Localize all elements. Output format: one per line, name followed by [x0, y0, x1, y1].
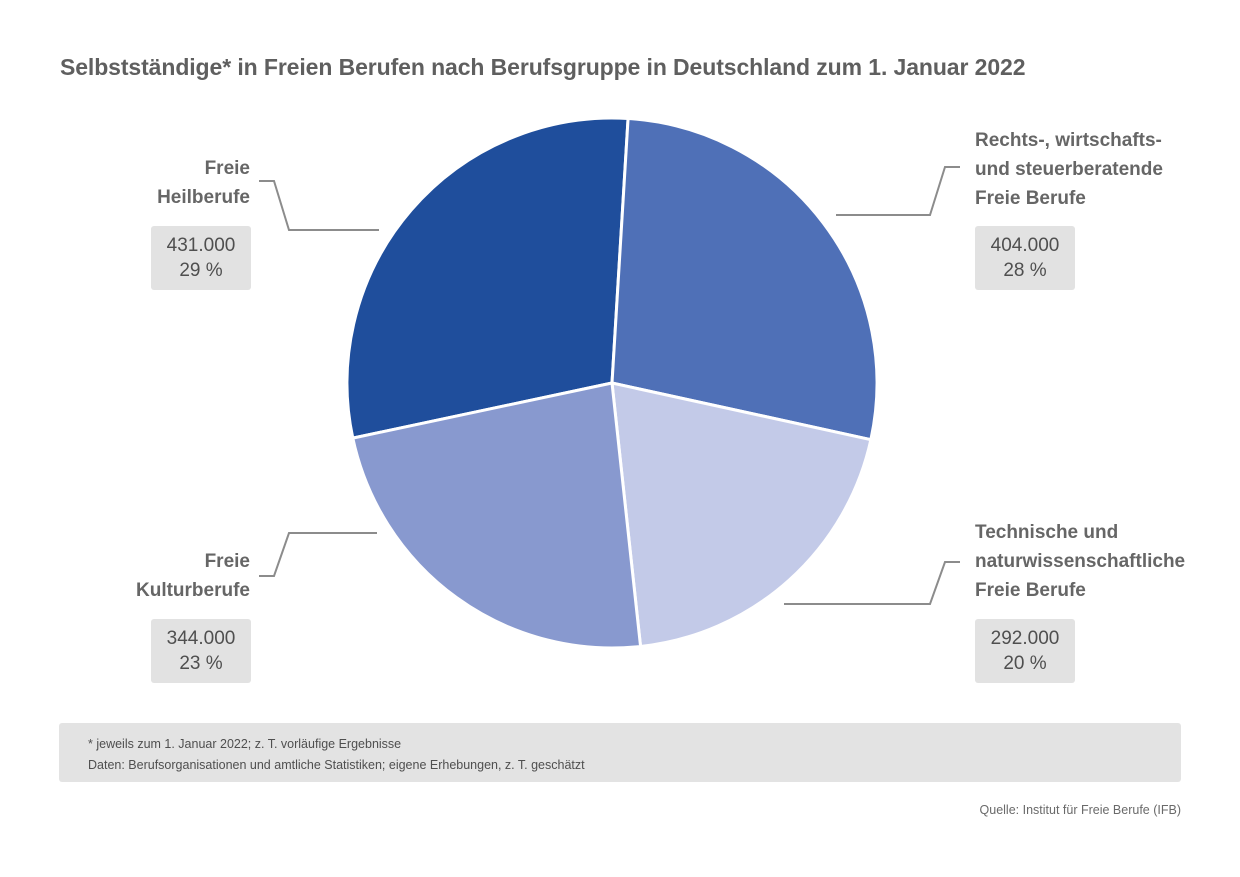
slice-label-line: Technische und — [975, 522, 1119, 543]
slice-percent: 28 % — [1003, 260, 1047, 281]
slice-label-line: Freie Berufe — [975, 188, 1086, 209]
leader-lines — [259, 166, 960, 605]
value-box-heilberufe: 431.000 29 % — [151, 226, 251, 290]
slice-label-technische: Technische und naturwissenschaftliche Fr… — [975, 518, 1185, 605]
footnote-line: Daten: Berufsorganisationen und amtliche… — [88, 758, 585, 772]
slice-label-line: Heilberufe — [157, 187, 250, 208]
slice-label-kultur: Freie Kulturberufe — [136, 547, 250, 605]
slice-label-line: Rechts-, wirtschafts- — [975, 130, 1162, 151]
value-box-rechts: 404.000 28 % — [975, 226, 1075, 290]
slice-value: 292.000 — [990, 628, 1060, 649]
slice-label-line: Freie Berufe — [975, 580, 1086, 601]
source-note: Quelle: Institut für Freie Berufe (IFB) — [979, 803, 1181, 817]
slice-label-line: und steuerberatende — [975, 159, 1163, 180]
slice-heilberufe — [345, 116, 630, 440]
slice-percent: 23 % — [179, 653, 223, 674]
slice-label-line: Freie — [204, 551, 250, 572]
leader-line-heilberufe — [259, 180, 379, 231]
slice-kultur — [351, 381, 643, 650]
slice-label-line: naturwissenschaftliche — [975, 551, 1186, 572]
leader-line-kultur — [259, 532, 377, 577]
slice-label-line: Kulturberufe — [136, 580, 250, 601]
slice-technische — [610, 381, 873, 648]
slice-percent: 20 % — [1003, 653, 1047, 674]
chart-title: Selbstständige* in Freien Berufen nach B… — [60, 54, 1026, 80]
value-box-kultur: 344.000 23 % — [151, 619, 251, 683]
slice-value: 404.000 — [990, 235, 1060, 256]
pie-slices — [345, 116, 879, 650]
slice-rechts — [610, 116, 879, 442]
footnote-line: * jeweils zum 1. Januar 2022; z. T. vorl… — [88, 737, 402, 751]
slice-value: 344.000 — [166, 628, 236, 649]
slice-label-rechts: Rechts-, wirtschafts- und steuerberatend… — [975, 126, 1163, 213]
leader-line-technische — [784, 561, 960, 605]
leader-line-rechts — [836, 166, 960, 216]
slice-label-line: Freie — [204, 158, 250, 179]
slice-percent: 29 % — [179, 260, 223, 281]
footnote-box: * jeweils zum 1. Januar 2022; z. T. vorl… — [59, 723, 1181, 782]
slice-label-heilberufe: Freie Heilberufe — [157, 154, 250, 212]
value-box-technische: 292.000 20 % — [975, 619, 1075, 683]
slice-value: 431.000 — [166, 235, 236, 256]
